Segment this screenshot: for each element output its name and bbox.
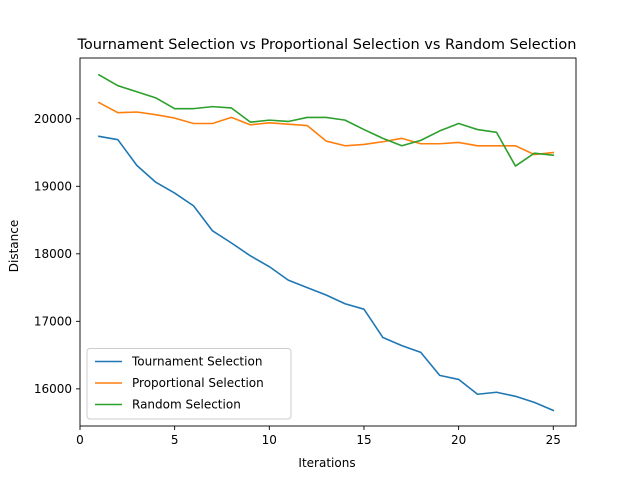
plot-area: 0 5 10 15 20 25 16000 17000 18000 19000 20000 <box>34 57 577 447</box>
x-tick-label-2: 10 <box>262 433 277 447</box>
series-line-1 <box>97 101 555 156</box>
y-tick-label-4: 20000 <box>34 112 72 126</box>
legend-box <box>86 348 292 420</box>
legend: Tournament Selection Proportional Selecti… <box>86 348 292 420</box>
y-tick-label-2: 18000 <box>34 247 72 261</box>
legend-label-0: Tournament Selection <box>131 355 262 369</box>
series-line-2 <box>97 73 555 167</box>
x-tick-label-4: 20 <box>451 433 466 447</box>
x-tick-label-0: 0 <box>76 433 84 447</box>
y-tick-label-0: 16000 <box>34 382 72 396</box>
y-tick-label-1: 17000 <box>34 314 72 328</box>
x-tick-label-1: 5 <box>171 433 179 447</box>
legend-label-2: Random Selection <box>132 398 241 412</box>
x-tick-label-3: 15 <box>356 433 371 447</box>
chart-title: Tournament Selection vs Proportional Sel… <box>77 37 577 53</box>
y-axis-label: Distance <box>7 220 21 272</box>
legend-label-1: Proportional Selection <box>132 376 264 390</box>
x-axis-label: Iterations <box>298 456 355 470</box>
y-tick-label-3: 19000 <box>34 179 72 193</box>
series-line-0 <box>98 135 555 412</box>
axes-frame <box>79 57 577 427</box>
x-tick-label-5: 25 <box>546 433 561 447</box>
